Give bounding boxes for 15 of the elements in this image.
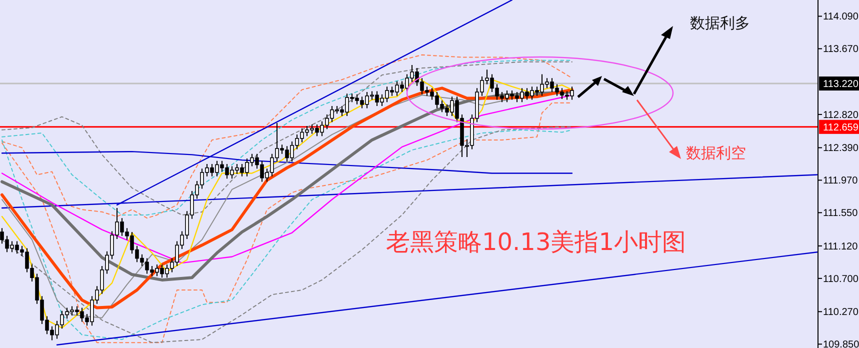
y-tick-label: 110.270 [823, 307, 859, 318]
y-tick-label: 111.970 [823, 176, 858, 187]
y-tick-label: 114.090 [823, 12, 859, 23]
y-tick-label: 112.820 [823, 110, 859, 121]
annotation: 数据利空 [686, 144, 746, 162]
y-tick-label: 109.850 [823, 340, 859, 348]
y-tick-label: 111.550 [823, 208, 858, 220]
ref-line-label: 113.220 [823, 79, 859, 90]
ref-line-label: 112.659 [823, 122, 859, 134]
annotation: 老黑策略10.13美指1小时图 [386, 228, 686, 256]
annotation: 数据利多 [690, 14, 750, 32]
y-tick-label: 113.670 [823, 44, 859, 56]
y-tick-label: 112.390 [823, 143, 859, 154]
y-tick-label: 111.120 [823, 241, 858, 252]
y-tick-label: 110.700 [823, 274, 859, 285]
